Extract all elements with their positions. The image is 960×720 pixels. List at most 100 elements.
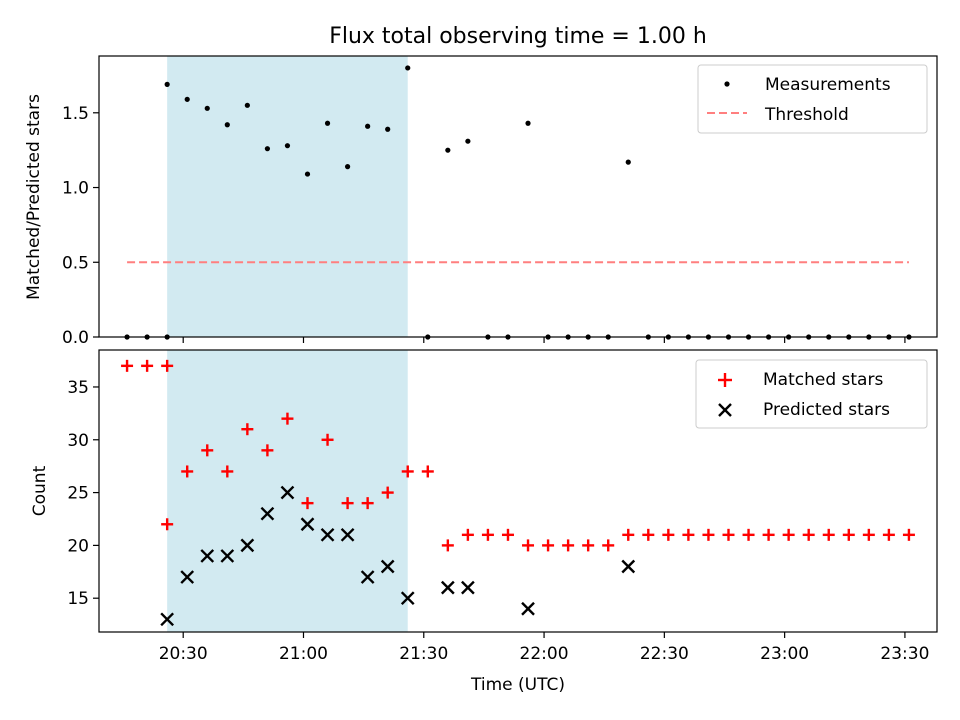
matched-star-marker bbox=[862, 528, 875, 541]
y-axis-label: Count bbox=[30, 465, 50, 516]
predicted-star-marker bbox=[300, 517, 315, 532]
predicted-star-marker bbox=[360, 570, 375, 584]
measurement-point bbox=[525, 120, 531, 126]
legend-box bbox=[697, 64, 928, 134]
y-tick-label: 1.0 bbox=[62, 179, 89, 199]
matched-star-marker bbox=[742, 528, 755, 541]
marker-stroke bbox=[461, 580, 475, 595]
marker-stroke bbox=[621, 559, 636, 574]
matched-star-marker bbox=[121, 359, 134, 372]
legend-plus-icon bbox=[718, 373, 732, 387]
legend-box bbox=[695, 359, 928, 429]
measurement-point bbox=[244, 102, 250, 108]
predicted-star-marker bbox=[521, 601, 535, 616]
y-axis-label: Matched/Predicted stars bbox=[24, 94, 44, 300]
marker-stroke bbox=[400, 591, 415, 606]
predicted-star-marker bbox=[461, 580, 475, 595]
predicted-star-marker bbox=[240, 538, 255, 553]
legend: Measurements Threshold bbox=[697, 64, 928, 134]
legend-label-predicted: Predicted stars bbox=[763, 400, 890, 420]
marker-stroke bbox=[380, 559, 395, 574]
matched-star-marker bbox=[401, 465, 414, 478]
matched-star-marker bbox=[241, 423, 254, 436]
matched-star-marker bbox=[722, 528, 735, 541]
legend-label-threshold: Threshold bbox=[764, 105, 849, 125]
matched-star-marker bbox=[141, 359, 154, 372]
matched-star-marker bbox=[602, 539, 615, 552]
x-tick-label: 21:30 bbox=[399, 644, 448, 664]
panel-flux-ratio: 0.0 0.5 1.0 1.5 Matched/Predicted stars Mea… bbox=[24, 55, 938, 348]
marker-stroke bbox=[200, 549, 215, 563]
predicted-star-marker bbox=[621, 559, 636, 574]
matched-star-marker bbox=[301, 497, 314, 510]
measurement-point bbox=[405, 65, 411, 71]
matched-star-marker bbox=[201, 444, 214, 457]
matched-star-marker bbox=[762, 528, 775, 541]
matched-star-marker bbox=[902, 528, 915, 541]
marker-stroke bbox=[300, 517, 315, 532]
matched-star-marker bbox=[321, 433, 334, 446]
marker-stroke bbox=[340, 527, 355, 542]
measurement-point bbox=[204, 105, 210, 111]
measurement-point bbox=[304, 171, 311, 177]
matched-star-marker bbox=[542, 539, 555, 552]
measurement-point bbox=[264, 146, 271, 152]
legend: Matched stars Predicted stars bbox=[695, 359, 928, 429]
matched-star-marker bbox=[842, 528, 855, 541]
predicted-star-marker bbox=[180, 570, 195, 584]
legend-label-measurements: Measurements bbox=[765, 75, 891, 95]
y-tick-label: 20 bbox=[67, 536, 89, 556]
y-tick-label: 15 bbox=[67, 589, 89, 609]
legend-label-matched: Matched stars bbox=[763, 370, 883, 390]
matched-star-marker bbox=[461, 528, 474, 541]
matched-star-marker bbox=[682, 528, 695, 541]
measurement-point bbox=[445, 147, 451, 153]
panel-star-counts: 15 20 25 30 35 20:30 21:00 21:30 22:00 22:30 23:00… bbox=[30, 349, 938, 695]
matched-star-marker bbox=[522, 539, 535, 552]
measurement-point bbox=[164, 81, 170, 87]
matched-star-marker bbox=[421, 465, 434, 478]
predicted-star-marker bbox=[260, 506, 275, 521]
marker-stroke bbox=[260, 506, 275, 521]
predicted-star-marker bbox=[160, 612, 175, 627]
matched-star-marker bbox=[481, 528, 494, 541]
predicted-star-marker bbox=[440, 580, 455, 595]
matched-star-marker bbox=[622, 528, 635, 541]
x-tick-label: 22:30 bbox=[640, 644, 689, 664]
highlight-span bbox=[167, 56, 408, 337]
x-axis-label: Time (UTC) bbox=[470, 675, 565, 695]
legend-dot-icon bbox=[724, 81, 730, 87]
measurement-point bbox=[385, 126, 391, 132]
plot-frame bbox=[98, 55, 938, 338]
matched-star-marker bbox=[642, 528, 655, 541]
marker-stroke bbox=[180, 570, 195, 584]
y-tick-label: 35 bbox=[67, 378, 89, 398]
matched-star-marker bbox=[702, 528, 715, 541]
x-tick-label: 20:30 bbox=[159, 644, 208, 664]
predicted-star-marker bbox=[340, 527, 355, 542]
measurement-point bbox=[324, 120, 331, 126]
matched-star-marker bbox=[281, 412, 294, 425]
x-tick-label: 23:30 bbox=[880, 644, 929, 664]
matched-star-marker bbox=[381, 486, 394, 499]
matched-star-marker bbox=[261, 444, 274, 457]
y-tick-label: 1.5 bbox=[62, 104, 89, 124]
marker-stroke bbox=[220, 549, 235, 563]
matched-star-marker bbox=[822, 528, 835, 541]
predicted-star-marker bbox=[220, 549, 235, 563]
matched-star-marker bbox=[361, 497, 374, 510]
predicted-star-marker bbox=[280, 485, 295, 500]
predicted-star-marker bbox=[320, 527, 335, 542]
predicted-star-marker bbox=[380, 559, 395, 574]
matched-star-marker bbox=[882, 528, 895, 541]
marker-stroke bbox=[240, 538, 255, 553]
legend-x-icon bbox=[718, 403, 732, 417]
marker-stroke bbox=[320, 527, 335, 542]
matched-star-marker bbox=[802, 528, 815, 541]
predicted-star-marker bbox=[200, 549, 215, 563]
x-tick-label: 23:00 bbox=[760, 644, 809, 664]
marker-stroke bbox=[160, 612, 175, 627]
plot-frame bbox=[98, 349, 938, 633]
matched-star-marker bbox=[441, 539, 454, 552]
